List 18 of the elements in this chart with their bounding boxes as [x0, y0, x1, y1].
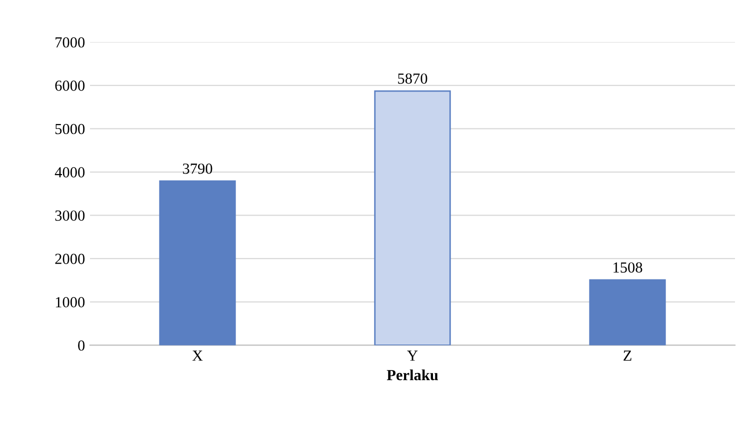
bar [374, 90, 451, 346]
y-tick-label: 7000 [56, 37, 85, 48]
y-tick-label: 3000 [55, 210, 85, 221]
x-tick-label: Y [407, 350, 418, 361]
bar [589, 279, 666, 346]
y-tick-label: 6000 [55, 80, 85, 91]
x-tick-label: X [192, 350, 203, 361]
data-label: 1508 [614, 262, 642, 273]
y-tick-label: 2000 [55, 254, 85, 264]
y-tick-label: 0 [78, 340, 85, 351]
y-tick-label: 1000 [56, 297, 85, 308]
y-tick-label: 5000 [55, 124, 85, 134]
data-label: 3790 [182, 164, 212, 174]
x-axis-title: Perlaku [386, 369, 438, 380]
x-tick-label: Z [624, 350, 632, 361]
y-tick-label: 4000 [54, 167, 85, 178]
bar [159, 180, 236, 346]
data-label: 5870 [398, 73, 428, 84]
